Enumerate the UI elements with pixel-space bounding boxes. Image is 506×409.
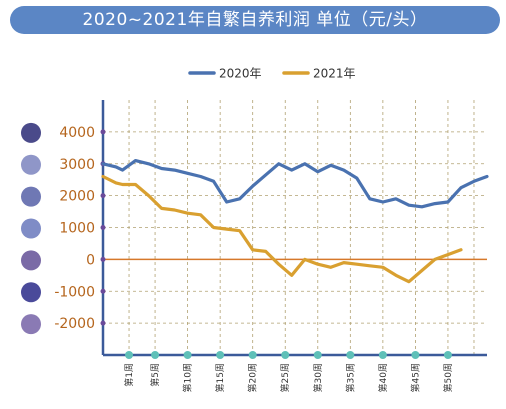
chart-series	[101, 159, 489, 284]
y-tick-marker	[100, 193, 106, 199]
y-tick-label: 4000	[59, 125, 95, 141]
left-decoration-dots	[21, 122, 41, 335]
x-tick-marker	[346, 351, 355, 359]
x-tick-marker	[443, 351, 452, 359]
y-tick-label: -1000	[54, 284, 95, 300]
y-tick-marker	[100, 225, 106, 230]
x-tick-label: 第40周	[377, 363, 389, 392]
chart-title: 2020~2021年自繁自养利润 单位（元/头）	[10, 6, 500, 34]
x-tick-label: 第5周	[149, 363, 161, 387]
y-tick-marker	[100, 320, 106, 326]
decoration-dot	[21, 218, 41, 239]
x-tick-marker	[151, 351, 160, 359]
series-line-1	[101, 174, 463, 284]
chart-legend: 2020年 2021年	[188, 67, 356, 81]
x-tick-label: 第20周	[247, 363, 259, 392]
y-tick-label: 0	[86, 252, 95, 268]
x-tick-label: 第25周	[279, 363, 291, 392]
x-tick-marker	[216, 351, 225, 359]
decoration-dot	[21, 314, 41, 335]
chart-grid	[103, 100, 487, 355]
x-tick-label: 第50周	[442, 363, 454, 392]
x-tick-label: 第45周	[409, 363, 421, 392]
decoration-dot	[21, 282, 41, 303]
legend-label: 2021年	[313, 67, 356, 81]
y-tick-marker	[100, 129, 106, 135]
y-tick-marker	[100, 288, 106, 294]
y-tick-label: 3000	[59, 157, 95, 173]
x-tick-label: 第1周	[123, 363, 135, 387]
x-tick-label: 第10周	[182, 363, 194, 392]
decoration-dot	[21, 186, 41, 207]
y-tick-label: 1000	[59, 221, 95, 237]
x-tick-marker	[313, 351, 322, 359]
x-tick-marker	[125, 351, 134, 359]
decoration-dot	[21, 250, 41, 271]
x-tick-label: 第30周	[312, 363, 324, 392]
legend-label: 2020年	[219, 67, 262, 81]
decoration-dot	[21, 122, 41, 143]
x-tick-marker	[183, 351, 192, 359]
x-tick-marker	[411, 351, 420, 359]
y-tick-label: 2000	[59, 189, 95, 205]
x-tick-label: 第35周	[344, 363, 356, 392]
series-line-0	[101, 159, 489, 209]
x-tick-marker	[281, 351, 290, 359]
decoration-dot	[21, 154, 41, 175]
x-axis-ticks: 第1周 第5周 第10周 第15周 第20周 第25周 第30周 第35周 第40周 第45周 第5…	[123, 351, 454, 392]
y-axis-ticks: 4000 3000 2000 1000 0 -1000 -2000	[54, 125, 106, 332]
x-tick-marker	[248, 351, 257, 359]
x-tick-label: 第15周	[214, 363, 226, 392]
y-tick-label: -2000	[54, 316, 95, 332]
x-tick-marker	[378, 351, 387, 359]
y-tick-marker	[100, 256, 106, 262]
